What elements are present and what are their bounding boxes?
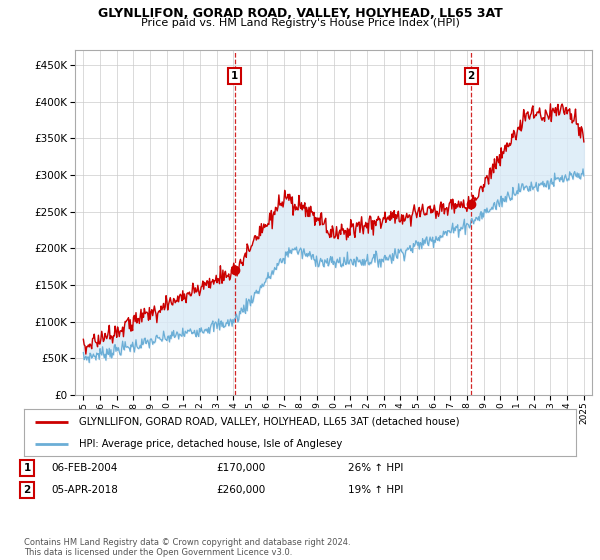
- Text: £260,000: £260,000: [216, 485, 265, 495]
- Text: 05-APR-2018: 05-APR-2018: [51, 485, 118, 495]
- Text: £170,000: £170,000: [216, 463, 265, 473]
- Text: 19% ↑ HPI: 19% ↑ HPI: [348, 485, 403, 495]
- Text: Contains HM Land Registry data © Crown copyright and database right 2024.
This d: Contains HM Land Registry data © Crown c…: [24, 538, 350, 557]
- Text: GLYNLLIFON, GORAD ROAD, VALLEY, HOLYHEAD, LL65 3AT: GLYNLLIFON, GORAD ROAD, VALLEY, HOLYHEAD…: [98, 7, 502, 20]
- Text: 1: 1: [23, 463, 31, 473]
- Text: 1: 1: [231, 71, 238, 81]
- Text: 2: 2: [467, 71, 475, 81]
- Text: GLYNLLIFON, GORAD ROAD, VALLEY, HOLYHEAD, LL65 3AT (detached house): GLYNLLIFON, GORAD ROAD, VALLEY, HOLYHEAD…: [79, 417, 460, 427]
- Text: HPI: Average price, detached house, Isle of Anglesey: HPI: Average price, detached house, Isle…: [79, 438, 343, 449]
- Text: 26% ↑ HPI: 26% ↑ HPI: [348, 463, 403, 473]
- Text: 06-FEB-2004: 06-FEB-2004: [51, 463, 118, 473]
- Text: Price paid vs. HM Land Registry's House Price Index (HPI): Price paid vs. HM Land Registry's House …: [140, 18, 460, 28]
- Text: 2: 2: [23, 485, 31, 495]
